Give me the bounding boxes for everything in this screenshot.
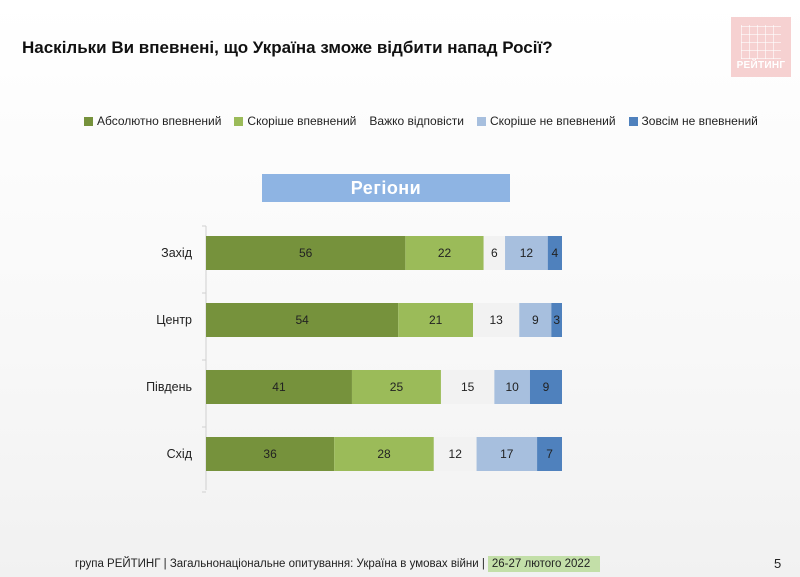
legend-label: Абсолютно впевнений (97, 114, 222, 128)
category-label: Центр (156, 313, 192, 327)
data-label: 28 (377, 447, 391, 461)
data-label: 21 (429, 313, 443, 327)
data-label: 12 (449, 447, 463, 461)
footer: група РЕЙТИНГ | Загальнонаціональне опит… (75, 556, 601, 572)
footer-text: група РЕЙТИНГ | Загальнонаціональне опит… (75, 558, 485, 570)
legend-swatch (84, 116, 93, 126)
bar-segment (351, 370, 441, 404)
category-label: Схід (167, 447, 193, 461)
legend-item: Скоріше не впевнений (476, 114, 616, 128)
data-label: 9 (543, 380, 550, 394)
bar-segment (473, 303, 520, 337)
legend-label: Скоріше впевнений (247, 114, 357, 128)
bar-segment (206, 370, 352, 404)
bar-segment (505, 236, 548, 270)
legend-swatch (628, 116, 638, 126)
bar-segment (547, 236, 562, 270)
data-label: 15 (461, 380, 475, 394)
legend-label: Зовсім не впевнений (641, 114, 758, 128)
data-label: 10 (505, 380, 519, 394)
data-label: 25 (390, 380, 404, 394)
chart-legend: Абсолютно впевнений Скоріше впевнений Важк… (84, 114, 771, 128)
category-label: Південь (146, 380, 192, 394)
legend-swatch (476, 116, 486, 126)
data-label: 4 (552, 246, 559, 260)
data-label: 54 (295, 313, 309, 327)
bar-segment (440, 370, 495, 404)
bar-segment (206, 303, 399, 337)
rating-logo: РЕЙТИНГ (731, 17, 791, 77)
data-label: 9 (532, 313, 539, 327)
bar-segment (398, 303, 473, 337)
logo-pattern (741, 25, 781, 59)
chart-title: Наскільки Ви впевнені, що Україна зможе … (22, 38, 553, 57)
bar-segment (206, 437, 335, 471)
legend-label: Скоріше не впевнений (489, 114, 616, 128)
data-label: 3 (553, 313, 560, 327)
bar-segment (405, 236, 484, 270)
footer-date: 26-27 лютого 2022 (487, 556, 601, 572)
data-label: 56 (299, 246, 313, 260)
bar-segment (529, 370, 562, 404)
logo-text: РЕЙТИНГ (736, 60, 786, 71)
data-label: 17 (500, 447, 514, 461)
legend-item: Важко відповісти (369, 114, 464, 128)
category-label: Захід (161, 246, 193, 260)
data-label: 12 (520, 246, 534, 260)
data-label: 7 (546, 447, 553, 461)
data-label: 22 (438, 246, 452, 260)
bar-segment (334, 437, 434, 471)
bar-segment (537, 437, 562, 471)
bar-segment (476, 437, 538, 471)
data-label: 36 (263, 447, 277, 461)
section-header: Регіони (262, 174, 510, 202)
legend-item: Зовсім не впевнений (628, 114, 758, 128)
data-label: 41 (272, 380, 286, 394)
legend-label: Важко відповісти (369, 114, 464, 128)
bar-segment (483, 236, 506, 270)
page-number: 5 (774, 556, 782, 571)
legend-swatch (234, 116, 244, 126)
bar-segment (551, 303, 562, 337)
data-label: 6 (491, 246, 498, 260)
bar-segment (206, 236, 406, 270)
data-label: 13 (489, 313, 503, 327)
bar-segment (519, 303, 552, 337)
legend-item: Абсолютно впевнений (84, 114, 221, 128)
legend-item: Скоріше впевнений (234, 114, 356, 128)
bar-segment (494, 370, 530, 404)
bar-segment (433, 437, 477, 471)
